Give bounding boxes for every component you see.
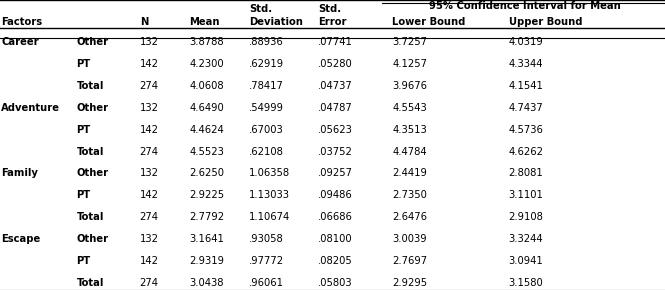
Text: 274: 274 xyxy=(140,146,159,157)
Text: 132: 132 xyxy=(140,234,159,244)
Text: PT: PT xyxy=(76,190,90,200)
Text: .96061: .96061 xyxy=(249,278,285,288)
Text: Family: Family xyxy=(1,168,38,178)
Text: 3.0039: 3.0039 xyxy=(392,234,427,244)
Text: 274: 274 xyxy=(140,278,159,288)
Text: 142: 142 xyxy=(140,190,159,200)
Text: .07741: .07741 xyxy=(318,37,352,47)
Text: 3.0941: 3.0941 xyxy=(509,256,543,266)
Text: Factors: Factors xyxy=(1,17,43,27)
Text: .09486: .09486 xyxy=(318,190,352,200)
Text: Other: Other xyxy=(76,234,108,244)
Text: 132: 132 xyxy=(140,168,159,178)
Text: Upper Bound: Upper Bound xyxy=(509,17,583,27)
Text: 4.0319: 4.0319 xyxy=(509,37,543,47)
Text: 3.3244: 3.3244 xyxy=(509,234,543,244)
Text: Total: Total xyxy=(76,278,104,288)
Text: 142: 142 xyxy=(140,125,159,135)
Text: 142: 142 xyxy=(140,256,159,266)
Text: .54999: .54999 xyxy=(249,103,285,113)
Text: Adventure: Adventure xyxy=(1,103,61,113)
Text: 4.6262: 4.6262 xyxy=(509,146,544,157)
Text: 4.3344: 4.3344 xyxy=(509,59,543,69)
Text: 3.1641: 3.1641 xyxy=(190,234,224,244)
Text: PT: PT xyxy=(76,256,90,266)
Text: 4.0608: 4.0608 xyxy=(190,81,224,91)
Text: 3.7257: 3.7257 xyxy=(392,37,428,47)
Text: 4.1541: 4.1541 xyxy=(509,81,543,91)
Text: 1.06358: 1.06358 xyxy=(249,168,291,178)
Text: 4.5736: 4.5736 xyxy=(509,125,543,135)
Text: Lower Bound: Lower Bound xyxy=(392,17,465,27)
Text: 274: 274 xyxy=(140,81,159,91)
Text: Std.: Std. xyxy=(318,4,341,14)
Text: .06686: .06686 xyxy=(318,212,352,222)
Text: 274: 274 xyxy=(140,212,159,222)
Text: 4.6490: 4.6490 xyxy=(190,103,224,113)
Text: .78417: .78417 xyxy=(249,81,284,91)
Text: 132: 132 xyxy=(140,37,159,47)
Text: 2.9225: 2.9225 xyxy=(190,190,225,200)
Text: 4.5543: 4.5543 xyxy=(392,103,427,113)
Text: 2.8081: 2.8081 xyxy=(509,168,543,178)
Text: .67003: .67003 xyxy=(249,125,284,135)
Text: 4.4624: 4.4624 xyxy=(190,125,224,135)
Text: 2.9108: 2.9108 xyxy=(509,212,543,222)
Text: .93058: .93058 xyxy=(249,234,284,244)
Text: .04787: .04787 xyxy=(318,103,352,113)
Text: .05803: .05803 xyxy=(318,278,352,288)
Text: 2.7697: 2.7697 xyxy=(392,256,428,266)
Text: 2.6476: 2.6476 xyxy=(392,212,428,222)
Text: .97772: .97772 xyxy=(249,256,285,266)
Text: 95% Confidence Interval for Mean: 95% Confidence Interval for Mean xyxy=(430,1,621,11)
Text: 3.0438: 3.0438 xyxy=(190,278,224,288)
Text: Total: Total xyxy=(76,146,104,157)
Text: Error: Error xyxy=(318,17,346,27)
Text: 4.2300: 4.2300 xyxy=(190,59,224,69)
Text: Other: Other xyxy=(76,37,108,47)
Text: 1.10674: 1.10674 xyxy=(249,212,291,222)
Text: 3.1580: 3.1580 xyxy=(509,278,543,288)
Text: .05280: .05280 xyxy=(318,59,352,69)
Text: 4.3513: 4.3513 xyxy=(392,125,427,135)
Text: .03752: .03752 xyxy=(318,146,352,157)
Text: .88936: .88936 xyxy=(249,37,284,47)
Text: .08100: .08100 xyxy=(318,234,352,244)
Text: .04737: .04737 xyxy=(318,81,352,91)
Text: 2.4419: 2.4419 xyxy=(392,168,427,178)
Text: 3.8788: 3.8788 xyxy=(190,37,224,47)
Text: .05623: .05623 xyxy=(318,125,352,135)
Text: .62919: .62919 xyxy=(249,59,285,69)
Text: 4.4784: 4.4784 xyxy=(392,146,427,157)
Text: Career: Career xyxy=(1,37,39,47)
Text: 3.1101: 3.1101 xyxy=(509,190,543,200)
Text: 2.7350: 2.7350 xyxy=(392,190,427,200)
Text: .62108: .62108 xyxy=(249,146,284,157)
Text: Other: Other xyxy=(76,103,108,113)
Text: Total: Total xyxy=(76,212,104,222)
Text: 2.9319: 2.9319 xyxy=(190,256,225,266)
Text: 132: 132 xyxy=(140,103,159,113)
Text: N: N xyxy=(140,17,148,27)
Text: 2.9295: 2.9295 xyxy=(392,278,428,288)
Text: Mean: Mean xyxy=(190,17,220,27)
Text: Std.: Std. xyxy=(249,4,273,14)
Text: 3.9676: 3.9676 xyxy=(392,81,428,91)
Text: Escape: Escape xyxy=(1,234,41,244)
Text: Deviation: Deviation xyxy=(249,17,303,27)
Text: PT: PT xyxy=(76,59,90,69)
Text: 2.6250: 2.6250 xyxy=(190,168,225,178)
Text: 142: 142 xyxy=(140,59,159,69)
Text: .09257: .09257 xyxy=(318,168,353,178)
Text: Other: Other xyxy=(76,168,108,178)
Text: .08205: .08205 xyxy=(318,256,352,266)
Text: 4.7437: 4.7437 xyxy=(509,103,543,113)
Text: Total: Total xyxy=(76,81,104,91)
Text: 4.5523: 4.5523 xyxy=(190,146,224,157)
Text: 4.1257: 4.1257 xyxy=(392,59,428,69)
Text: 1.13033: 1.13033 xyxy=(249,190,291,200)
Text: 2.7792: 2.7792 xyxy=(190,212,225,222)
Text: PT: PT xyxy=(76,125,90,135)
